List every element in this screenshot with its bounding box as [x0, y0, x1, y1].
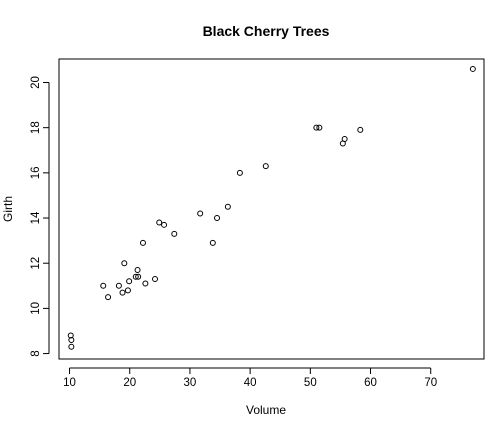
- x-tick-label: 40: [244, 377, 257, 389]
- data-point: [225, 204, 230, 209]
- data-points: [68, 66, 475, 349]
- x-tick-label: 20: [123, 377, 136, 389]
- x-tick-label: 50: [304, 377, 317, 389]
- data-point: [101, 283, 106, 288]
- data-point: [237, 170, 242, 175]
- x-tick-label: 10: [63, 377, 76, 389]
- data-point: [127, 279, 132, 284]
- data-point: [125, 288, 130, 293]
- plot-frame: [59, 59, 484, 359]
- data-point: [263, 164, 268, 169]
- y-axis-label: Girth: [1, 196, 15, 222]
- data-point: [157, 220, 162, 225]
- data-point: [314, 125, 319, 130]
- data-point: [143, 281, 148, 286]
- y-tick-label: 16: [30, 166, 42, 179]
- data-point: [198, 211, 203, 216]
- data-point: [106, 295, 111, 300]
- y-tick-label: 10: [30, 302, 42, 315]
- x-tick-label: 30: [184, 377, 197, 389]
- data-point: [116, 283, 121, 288]
- data-point: [135, 267, 140, 272]
- data-point: [172, 231, 177, 236]
- x-tick-label: 60: [364, 377, 377, 389]
- data-point: [120, 290, 125, 295]
- data-point: [162, 222, 167, 227]
- data-point: [122, 261, 127, 266]
- x-tick-label: 70: [424, 377, 437, 389]
- data-point: [69, 344, 74, 349]
- y-tick-label: 14: [30, 211, 42, 224]
- y-tick-label: 18: [30, 121, 42, 134]
- data-point: [215, 216, 220, 221]
- data-point: [342, 136, 347, 141]
- chart-title: Black Cherry Trees: [203, 23, 330, 39]
- y-axis: 8 10 12 14 16 18 20: [30, 76, 49, 357]
- y-tick-label: 20: [30, 76, 42, 89]
- y-tick-label: 8: [30, 350, 42, 356]
- data-point: [470, 66, 475, 71]
- y-tick-label: 12: [30, 257, 42, 270]
- x-axis-label: Volume: [246, 403, 286, 417]
- data-point: [358, 127, 363, 132]
- data-point: [210, 240, 215, 245]
- data-point: [140, 240, 145, 245]
- data-point: [153, 277, 158, 282]
- x-axis: 10 20 30 40 50 60 70: [63, 368, 437, 389]
